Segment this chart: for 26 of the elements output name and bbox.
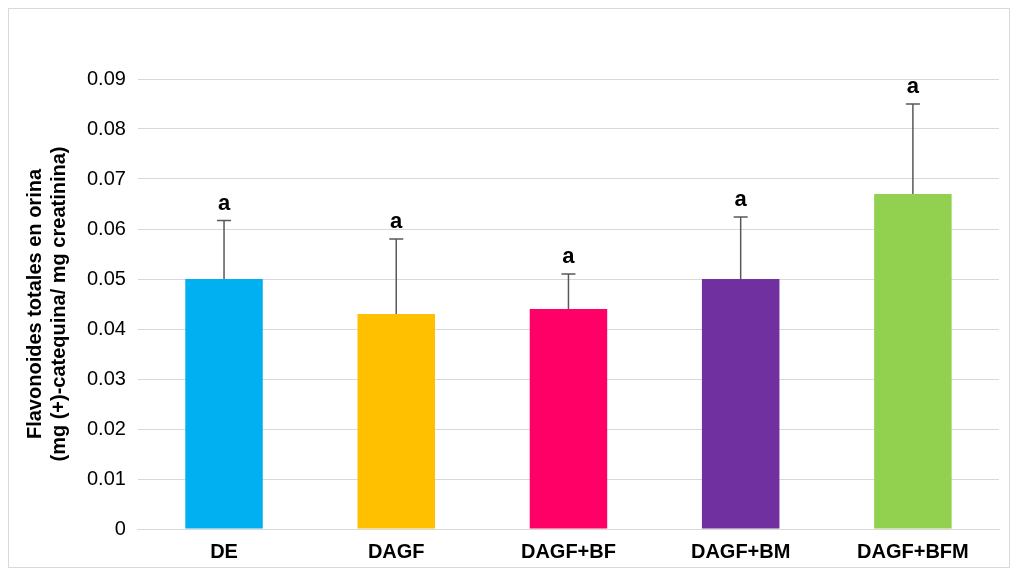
x-tick-label: DAGF+BFM <box>857 539 969 562</box>
bar <box>701 279 780 529</box>
y-tick-label: 0.01 <box>86 466 126 489</box>
y-tick-label: 0 <box>114 516 126 539</box>
annotation: a <box>217 189 231 215</box>
annotation: a <box>562 243 576 269</box>
y-tick-label: 0.02 <box>86 416 126 439</box>
bar <box>529 309 608 529</box>
y-tick-label: 0.08 <box>86 116 126 139</box>
y-tick-label: 0.09 <box>86 66 126 89</box>
bar <box>874 194 952 529</box>
x-tick-label: DAGF+BM <box>690 539 791 562</box>
annotation: a <box>734 186 748 212</box>
y-tick-label: 0.07 <box>86 166 126 189</box>
annotation: a <box>390 208 404 234</box>
bar <box>185 279 263 529</box>
x-tick-label: DAGF <box>367 539 425 562</box>
y-tick-label: 0.04 <box>86 316 126 339</box>
x-tick-label: DE <box>210 539 238 562</box>
x-tick-label: DAGF+BF <box>520 539 616 562</box>
annotation: a <box>906 73 920 99</box>
y-tick-label: 0.06 <box>86 216 126 239</box>
y-tick-label: 0.03 <box>86 366 126 389</box>
bar <box>357 314 435 529</box>
y-tick-label: 0.05 <box>86 266 126 289</box>
y-axis-title: Flavonoides totales en orina (mg (+)-catequina/ mg creatinina) <box>22 146 69 462</box>
